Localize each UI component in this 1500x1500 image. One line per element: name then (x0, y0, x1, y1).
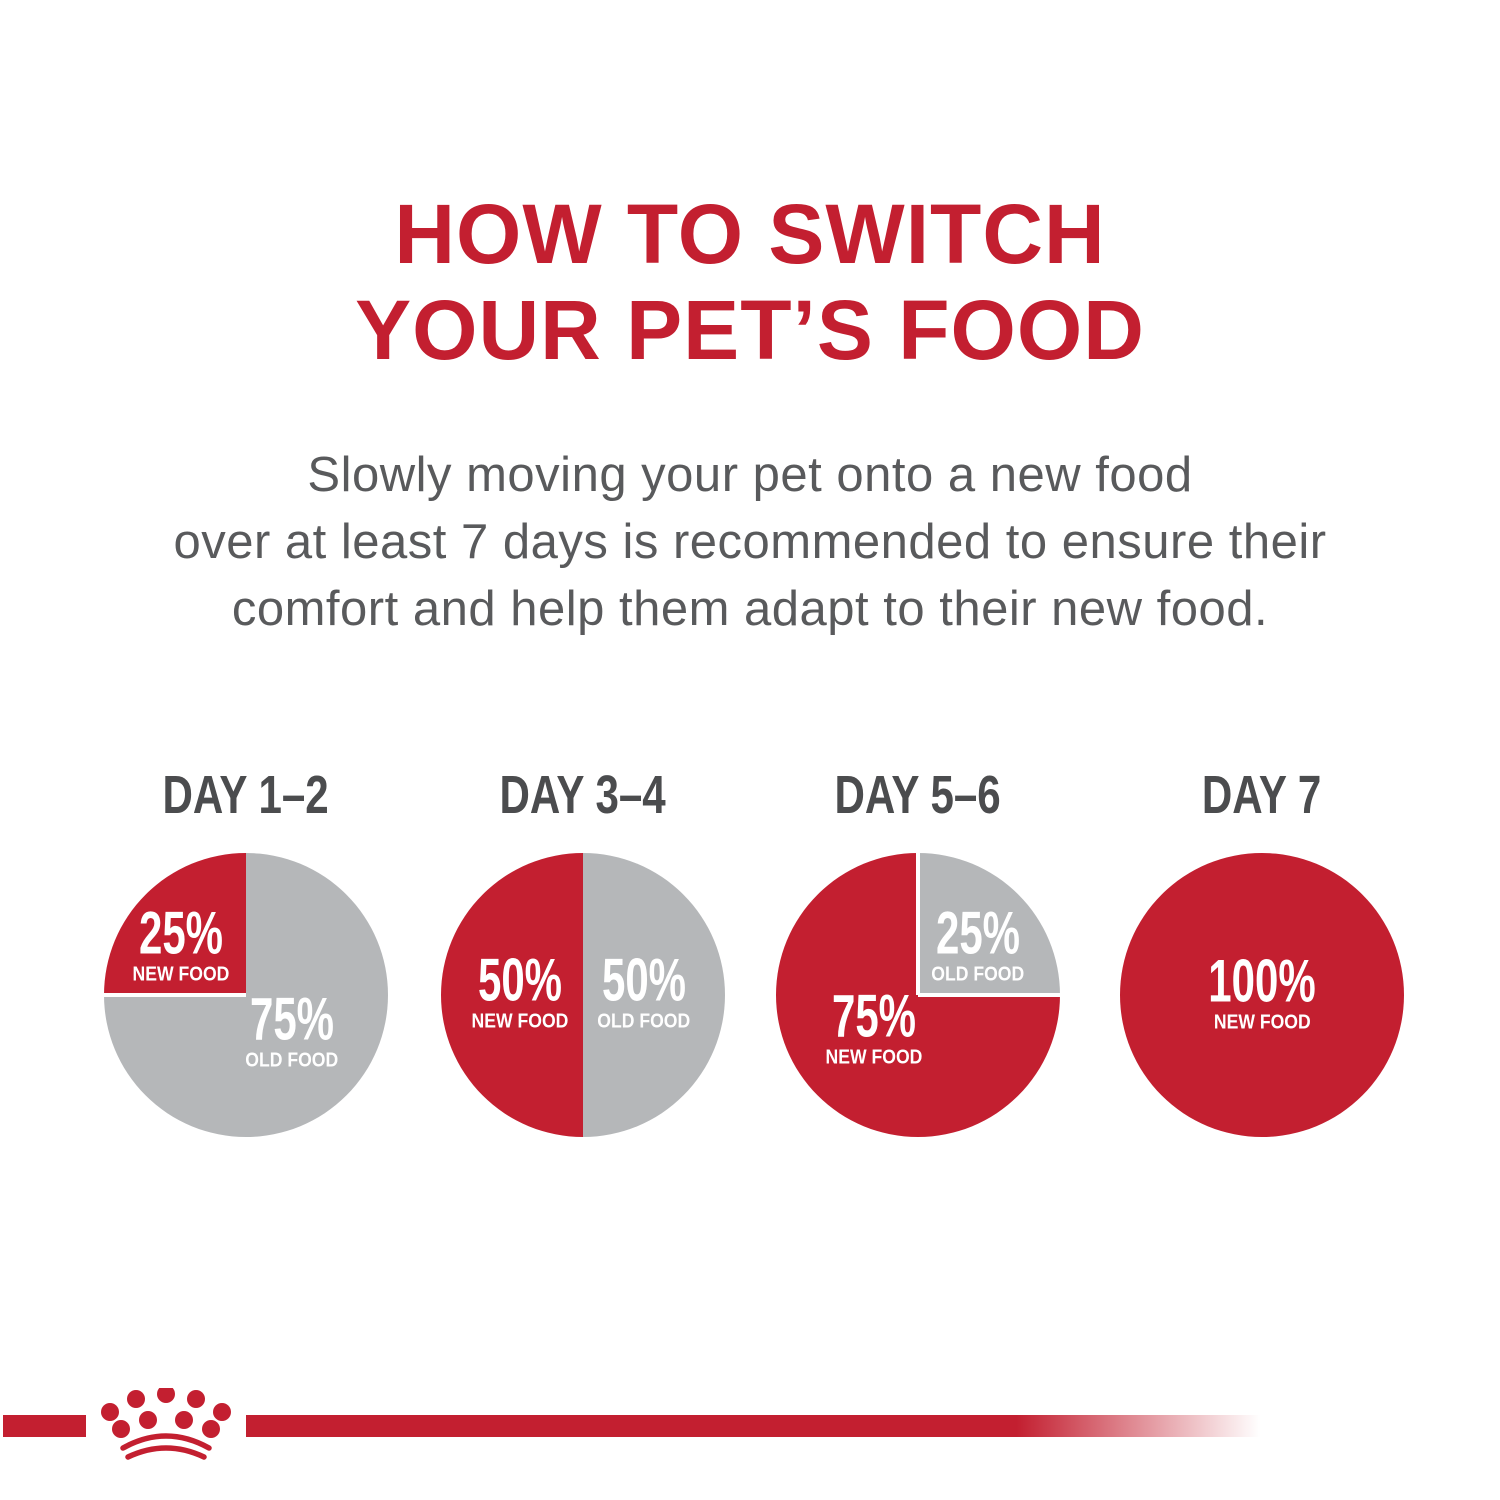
day-label: DAY 1–2 (162, 765, 330, 825)
footer-rule-right (246, 1415, 1260, 1437)
slice-name: OLD FOOD (597, 1010, 691, 1033)
slice-name: NEW FOOD (825, 1046, 923, 1069)
pie-column-day-1-2: DAY 1–2 25% NEW FOOD 75% OLD FOOD (104, 765, 388, 1137)
slice-name: NEW FOOD (1213, 1011, 1311, 1034)
subtitle-line-3: comfort and help them adapt to their new… (231, 582, 1269, 636)
slice-divider (918, 993, 1060, 997)
crown-arcs (120, 1433, 212, 1460)
subtitle-line-1: Slowly moving your pet onto a new food (307, 448, 1193, 502)
slice-percent: 50% (477, 946, 563, 1014)
slice-percent: 75% (831, 982, 917, 1050)
pie-column-day-3-4: DAY 3–4 50% NEW FOOD 50% OLD FOOD (441, 765, 725, 1137)
slice-divider (104, 993, 246, 997)
page-title-line-2: YOUR PET’S FOOD (355, 283, 1145, 377)
slice-label-old-food: 50% OLD FOOD (584, 946, 704, 1034)
day-label: DAY 5–6 (834, 765, 1002, 825)
subtitle-line-2: over at least 7 days is recommended to e… (173, 515, 1327, 569)
crown-outer-dots (101, 1388, 231, 1421)
day-label: DAY 3–4 (499, 765, 667, 825)
slice-label-new-food: 75% NEW FOOD (814, 982, 934, 1070)
slice-percent: 75% (249, 985, 335, 1053)
slice-name: NEW FOOD (132, 963, 230, 986)
slice-label-new-food: 50% NEW FOOD (460, 946, 580, 1034)
crown-inner-dots (112, 1411, 220, 1438)
pie-column-day-5-6: DAY 5–6 75% NEW FOOD 25% OLD FOOD (776, 765, 1060, 1137)
page-title: HOW TO SWITCH YOUR PET’S FOOD (0, 186, 1500, 378)
day-label: DAY 7 (1202, 765, 1322, 825)
slice-label-old-food: 25% OLD FOOD (918, 899, 1038, 987)
slice-label-new-food: 25% NEW FOOD (121, 899, 241, 987)
pie-column-day-7: DAY 7 100% NEW FOOD (1120, 765, 1404, 1137)
royal-canin-crown-icon (101, 1388, 231, 1460)
slice-percent: 25% (138, 899, 224, 967)
slice-percent: 25% (935, 899, 1021, 967)
slice-name: OLD FOOD (245, 1049, 339, 1072)
footer-rule-left (3, 1415, 86, 1437)
pie-chart-day-7: 100% NEW FOOD (1120, 853, 1404, 1137)
slice-name: NEW FOOD (471, 1010, 569, 1033)
slice-name: OLD FOOD (931, 963, 1025, 986)
slice-divider (916, 853, 920, 995)
pie-chart-day-3-4: 50% NEW FOOD 50% OLD FOOD (441, 853, 725, 1137)
pie-chart-day-1-2: 25% NEW FOOD 75% OLD FOOD (104, 853, 388, 1137)
pie-chart-day-5-6: 75% NEW FOOD 25% OLD FOOD (776, 853, 1060, 1137)
slice-label-new-food: 100% NEW FOOD (1185, 947, 1338, 1035)
subtitle: Slowly moving your pet onto a new food o… (0, 442, 1500, 643)
slice-percent: 100% (1208, 947, 1316, 1015)
page-title-line-1: HOW TO SWITCH (394, 187, 1106, 281)
slice-percent: 50% (601, 946, 687, 1014)
slice-label-old-food: 75% OLD FOOD (232, 985, 352, 1073)
